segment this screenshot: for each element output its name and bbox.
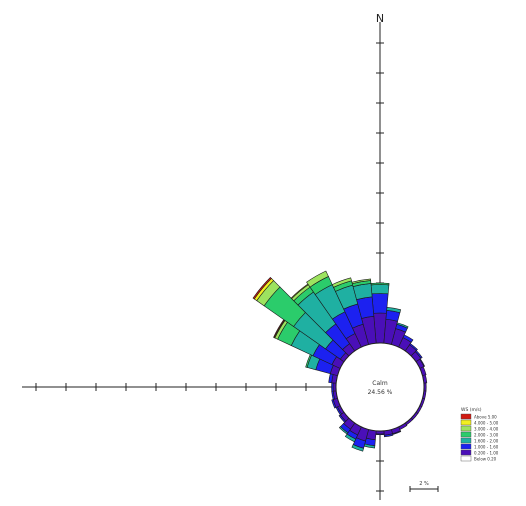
petal-segment-50 — [414, 350, 423, 359]
calm-label: Calm — [372, 380, 388, 387]
scale-bar-label: 2 % — [419, 481, 429, 487]
legend-swatch — [460, 437, 472, 444]
legend-swatch — [460, 431, 472, 438]
petal-segment-10 — [386, 306, 402, 313]
calm-circle-group: Calm 24.56 % — [335, 342, 425, 432]
petal-segment-350 — [351, 278, 371, 285]
calm-value: 24.56 % — [368, 389, 393, 396]
legend-title: WS (m/s) — [461, 407, 482, 413]
petal-segment-220 — [338, 426, 349, 435]
legend-label: Above 5.00 — [474, 414, 497, 419]
legend-label: 1.000 - 1.60 — [474, 444, 499, 449]
petal-segment-20 — [396, 322, 409, 329]
petal-segment-30 — [402, 334, 414, 343]
calm-circle — [335, 342, 425, 432]
legend-label: 0.200 - 1.00 — [474, 450, 499, 455]
petal-segment-60 — [419, 358, 426, 367]
petal-segment-230 — [338, 414, 347, 423]
scale-bar: 2 % — [409, 481, 439, 492]
petal-segment-180 — [375, 433, 385, 436]
petal-segment-40 — [409, 343, 418, 352]
legend-label: 3.000 - 4.00 — [474, 426, 499, 431]
petal-segment-250 — [331, 399, 337, 409]
petal-segment-0 — [371, 293, 389, 314]
legend-swatch — [460, 419, 472, 426]
petal-segment-330 — [306, 270, 329, 288]
petal-segment-340 — [331, 277, 352, 288]
legend-swatch — [460, 443, 472, 450]
petal-segment-310 — [252, 276, 272, 300]
petal-segment-210 — [344, 433, 357, 443]
legend-label: 4.000 - 5.00 — [474, 420, 499, 425]
legend-swatch — [460, 413, 472, 420]
legend-label: 1.600 - 2.00 — [474, 438, 499, 443]
petal-segment-270 — [331, 382, 334, 392]
petal-segment-200 — [351, 444, 364, 452]
legend-label: 2.000 - 3.00 — [474, 432, 499, 437]
legend: WS (m/s) Above 5.004.000 - 5.003.000 - 4… — [460, 407, 499, 462]
legend-label: Below 0.20 — [474, 456, 497, 461]
legend-swatch — [460, 455, 472, 462]
petal-segment-0 — [370, 284, 390, 295]
north-label: N — [376, 12, 384, 25]
petals-group — [252, 270, 428, 452]
legend-swatch — [460, 449, 472, 456]
petal-segment-170 — [383, 433, 394, 438]
petal-segment-0 — [370, 282, 390, 286]
legend-swatch — [460, 425, 472, 432]
axes-group — [22, 22, 384, 500]
